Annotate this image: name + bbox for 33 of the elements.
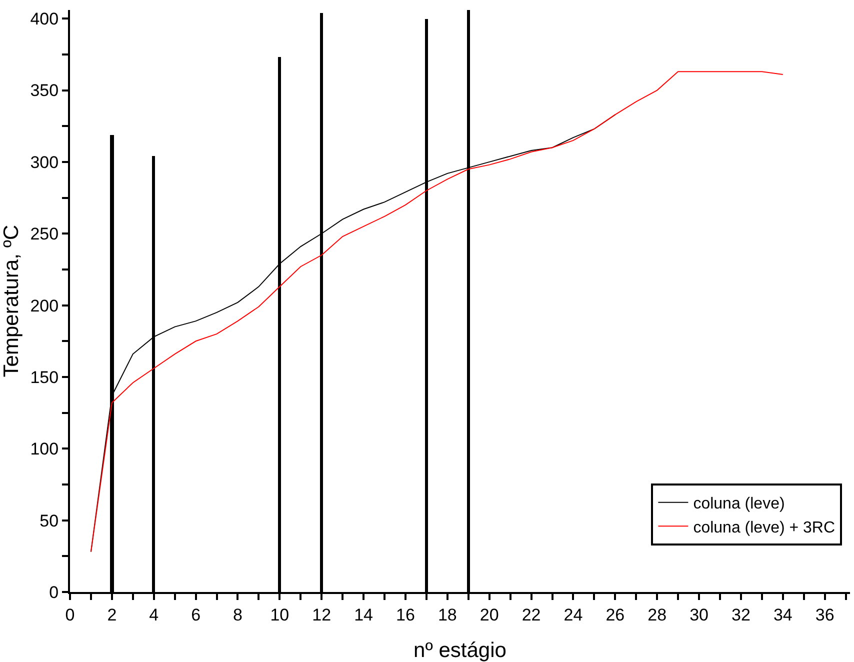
x-tick-label: 16 [396, 605, 415, 624]
x-tick-label: 18 [438, 605, 457, 624]
x-tick-label: 2 [107, 605, 117, 624]
legend-label: coluna (leve) [693, 496, 785, 513]
y-tick-label: 100 [30, 440, 59, 459]
x-tick-label: 12 [312, 605, 332, 624]
y-tick-label: 250 [30, 224, 59, 244]
x-tick-label: 10 [270, 605, 290, 624]
y-tick-label: 300 [30, 152, 59, 172]
legend-label: coluna (leve) + 3RC [693, 519, 836, 536]
x-tick-label: 22 [522, 605, 541, 624]
y-tick-label: 200 [30, 296, 59, 316]
x-tick-label: 30 [690, 605, 708, 624]
y-tick-label: 50 [40, 511, 59, 530]
x-tick-label: 34 [773, 605, 792, 624]
y-tick-label: 150 [30, 368, 59, 387]
x-tick-label: 6 [191, 605, 201, 624]
x-tick-label: 20 [480, 605, 499, 624]
x-tick-label: 28 [648, 605, 667, 624]
x-axis-title: nº estágio [414, 639, 506, 662]
x-tick-label: 36 [815, 605, 834, 624]
x-tick-label: 8 [233, 605, 242, 624]
x-tick-label: 24 [564, 605, 583, 624]
y-tick-label: 350 [30, 81, 59, 100]
y-axis-title: Temperatura, ºC [0, 224, 23, 378]
line-series [90, 71, 784, 552]
x-tick-label: 14 [354, 605, 374, 624]
y-tick-label: 400 [30, 10, 59, 29]
x-tick-label: 0 [65, 605, 75, 624]
x-tick-label: 4 [149, 605, 159, 624]
y-tick-label: 0 [49, 582, 59, 602]
x-tick-label: 32 [732, 605, 750, 624]
x-tick-label: 26 [606, 605, 625, 624]
